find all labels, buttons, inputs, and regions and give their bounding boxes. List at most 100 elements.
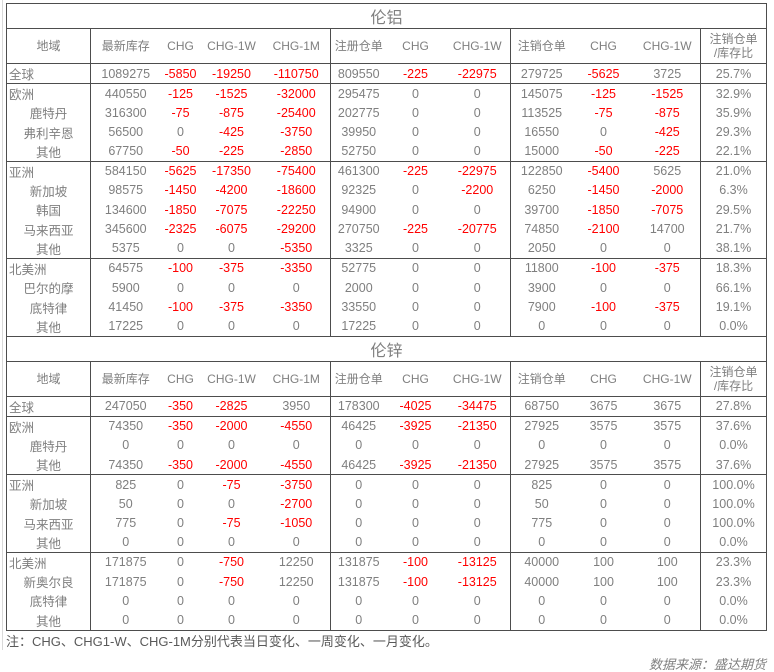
value-cell: -5350 <box>262 238 331 259</box>
region-cell: 其他 <box>6 141 91 162</box>
value-cell: -225 <box>402 222 429 237</box>
value-cell: 52775 <box>330 257 387 278</box>
region-cell: 北美洲 <box>6 257 91 278</box>
table-row: 马来西亚 775 0 -75 -1050 0 0 0 775 0 0 100.0% <box>6 513 767 533</box>
value-cell: 0 <box>538 319 546 334</box>
region-cell: 北美洲 <box>6 551 91 572</box>
value-cell: 145075 <box>510 83 573 103</box>
col-header-region: 地域 <box>6 360 91 397</box>
value-cell: 775 <box>115 516 137 531</box>
region-cell: 欧洲 <box>6 83 91 103</box>
value-cell: -4025 <box>386 395 445 417</box>
value-cell: 345600 <box>104 222 147 237</box>
value-cell: -375 <box>200 257 263 278</box>
value-cell: 92325 <box>341 183 377 198</box>
table-row: 其他 67750 -50 -225 -2850 52750 0 0 15000 -50 -225 22… <box>6 141 767 162</box>
table-header-row: 地域 最新库存 CHG CHG-1W CHG-1M 注册仓单 CHG CHG-1… <box>6 28 767 64</box>
value-cell: -100 <box>572 257 635 278</box>
value-cell: 40000 <box>510 551 573 572</box>
value-cell: 0 <box>538 613 546 628</box>
col-header-chg-1w: CHG-1W <box>634 28 701 64</box>
col-header-inventory: 最新库存 <box>90 28 161 64</box>
value-cell: 0 <box>177 496 184 511</box>
region-cell: 鹿特丹 <box>6 103 91 123</box>
value-cell: -225 <box>386 160 445 181</box>
region-cell: 亚洲 <box>6 474 91 495</box>
value-cell: 2000 <box>344 280 373 295</box>
value-cell: -20775 <box>444 219 511 239</box>
value-cell: -5850 <box>160 63 201 84</box>
value-cell: 0 <box>177 319 184 334</box>
col-header-chg-1w: CHG-1W <box>634 360 701 397</box>
value-cell: -3925 <box>386 415 445 436</box>
table-row: 其他 0 0 0 0 0 0 0 0 0 0 0.0% <box>6 610 767 631</box>
table-row: 其他 74350 -350 -2000 -4550 46425 -3925 -21350 279… <box>6 455 767 475</box>
value-cell: 0 <box>355 613 363 628</box>
value-cell: 0 <box>600 593 607 608</box>
value-cell: 74350 <box>90 415 161 436</box>
value-cell: 270750 <box>337 222 380 237</box>
table-row: 亚洲 825 0 -75 -3750 0 0 0 825 0 0 100.0% <box>6 474 767 495</box>
value-cell: 0 <box>634 435 701 456</box>
ratio-cell: 21.0% <box>700 160 767 181</box>
value-cell: 279725 <box>510 63 573 84</box>
value-cell: -7075 <box>215 202 248 217</box>
value-cell: 3575 <box>572 415 635 436</box>
col-header-chg-1m: CHG-1M <box>262 360 331 397</box>
value-cell: 0 <box>355 516 363 531</box>
ratio-cell: 38.1% <box>715 241 752 256</box>
value-cell: -350 <box>167 457 194 472</box>
value-cell: -1450 <box>164 183 197 198</box>
table-row: 其他 17225 0 0 0 17225 0 0 0 0 0 0.0% <box>6 316 767 337</box>
value-cell: -3350 <box>262 297 331 317</box>
value-cell: 0 <box>228 535 235 550</box>
value-cell: -225 <box>634 141 701 162</box>
value-cell: 0 <box>634 474 701 495</box>
col-header-cancelled-warrants: 注销仓单 <box>510 360 573 397</box>
value-cell: 0 <box>177 280 184 295</box>
data-source: 数据来源：盛达期货 <box>648 656 766 672</box>
value-cell: 0 <box>634 591 701 611</box>
table-row: 新奥尔良 171875 0 -750 12250 131875 -100 -13125 4000… <box>6 571 767 592</box>
value-cell: 0 <box>634 238 701 259</box>
ratio-cell: 100.0% <box>700 474 767 495</box>
value-cell: 0 <box>228 496 235 511</box>
value-cell: 0 <box>177 438 184 453</box>
value-cell: 0 <box>177 516 184 531</box>
value-cell: 100 <box>634 571 701 592</box>
col-header-chg-1m: CHG-1M <box>262 28 331 64</box>
value-cell: -4550 <box>262 455 331 475</box>
value-cell: 0 <box>600 125 607 140</box>
table-header-row: 地域 最新库存 CHG CHG-1W CHG-1M 注册仓单 CHG CHG-1… <box>6 360 767 397</box>
value-cell: -13125 <box>444 551 511 572</box>
value-cell: 0 <box>634 494 701 514</box>
col-header-chg: CHG <box>572 28 635 64</box>
value-cell: 0 <box>634 532 701 553</box>
value-cell: 3575 <box>634 455 701 475</box>
table-row: 马来西亚 345600 -2325 -6075 -29200 270750 -225 -207… <box>6 219 767 239</box>
ratio-cell: 32.9% <box>700 83 767 103</box>
value-cell: 64575 <box>90 257 161 278</box>
value-cell: -34475 <box>444 395 511 417</box>
table-row: 鹿特丹 0 0 0 0 0 0 0 0 0 0 0.0% <box>6 435 767 456</box>
region-cell: 新加坡 <box>6 494 91 514</box>
value-cell: -750 <box>218 574 245 589</box>
value-cell: 0 <box>262 277 331 298</box>
value-cell: 0 <box>444 532 511 553</box>
ratio-cell: 0.0% <box>719 535 748 550</box>
value-cell: -75 <box>222 516 241 531</box>
value-cell: 825 <box>90 474 161 495</box>
ratio-cell: 29.3% <box>715 125 752 140</box>
value-cell: 74350 <box>108 457 144 472</box>
value-cell: 3575 <box>589 457 618 472</box>
value-cell: 178300 <box>330 395 387 417</box>
value-cell: 3575 <box>634 415 701 436</box>
region-cell: 其他 <box>6 455 91 475</box>
value-cell: -3350 <box>262 257 331 278</box>
region-cell: 新加坡 <box>6 180 91 201</box>
value-cell: 67750 <box>108 144 144 159</box>
value-cell: 0 <box>444 238 511 259</box>
value-cell: 0 <box>444 103 511 123</box>
value-cell: 0 <box>177 574 184 589</box>
value-cell: -4550 <box>262 415 331 436</box>
